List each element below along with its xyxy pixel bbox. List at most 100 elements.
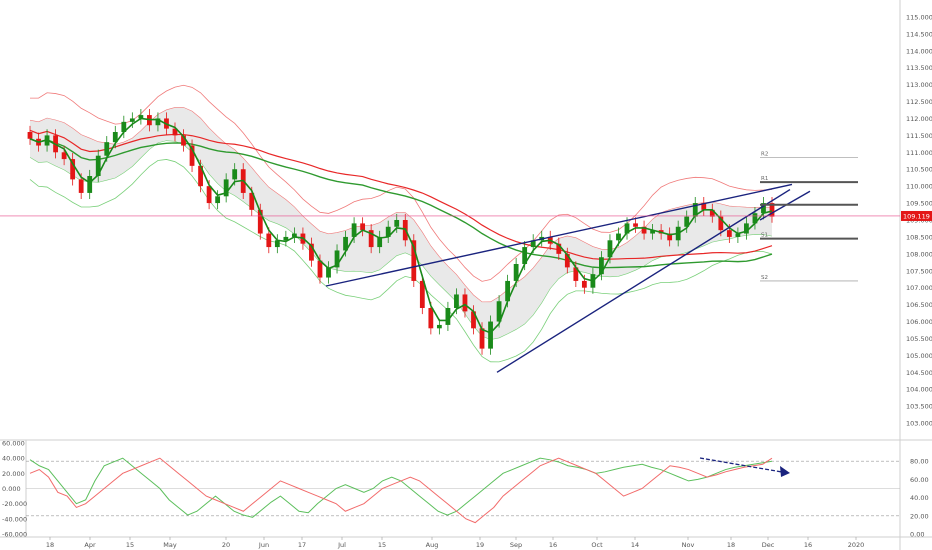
candle-body <box>232 169 238 180</box>
x-tick-label: 14 <box>631 541 639 549</box>
candle-body <box>95 155 101 176</box>
candle-body <box>513 264 519 281</box>
candle-body <box>471 311 476 329</box>
candle-body <box>360 223 366 231</box>
candle-body <box>709 209 715 217</box>
y-tick-label: 105.000 <box>906 352 932 360</box>
x-tick-label: Nov <box>682 541 695 549</box>
candle-body <box>394 220 400 227</box>
candle-body <box>761 203 766 214</box>
candle-body <box>343 236 348 251</box>
candle-body <box>172 128 178 136</box>
y-tick-label: 107.500 <box>906 267 932 275</box>
candle-body <box>530 240 536 248</box>
x-tick-label: 15 <box>378 541 386 549</box>
candle-body <box>181 135 186 146</box>
x-tick-label: 17 <box>298 541 306 549</box>
pivot-level-label: S2 <box>761 275 768 281</box>
candle-body <box>249 192 255 210</box>
candle-body <box>155 118 161 126</box>
x-tick-label: May <box>163 541 177 549</box>
candle-body <box>223 179 229 197</box>
candle-body <box>573 267 579 281</box>
y-tick-label: 103.500 <box>906 403 932 411</box>
candle-body <box>496 301 502 322</box>
candle-body <box>556 243 562 254</box>
osc-left-tick: -20.000 <box>2 500 27 508</box>
x-tick-label: Oct <box>591 541 603 549</box>
candle-body <box>624 223 630 234</box>
y-tick-label: 114.000 <box>906 47 932 55</box>
osc-left-tick: -60.000 <box>2 531 27 539</box>
osc-left-tick: 0.000 <box>2 485 21 493</box>
x-tick-label: 16 <box>549 541 557 549</box>
candle-body <box>78 179 84 193</box>
y-tick-label: 114.500 <box>906 30 932 38</box>
y-tick-label: 113.500 <box>906 64 932 72</box>
osc-left-tick: 60.000 <box>2 440 25 448</box>
x-tick-label: Jun <box>258 541 269 549</box>
y-tick-label: 115.000 <box>906 13 932 21</box>
candle-body <box>505 280 511 302</box>
x-tick-label: 20 <box>222 541 230 549</box>
candle-body <box>121 121 127 132</box>
osc-divergence-arrow <box>699 457 783 473</box>
candle-body <box>368 230 374 248</box>
current-price-label: 109.119 <box>903 212 930 220</box>
candle-body <box>411 240 417 281</box>
x-tick-label: 18 <box>727 541 735 549</box>
candle-body <box>419 280 425 308</box>
lower-inner-band <box>29 140 773 340</box>
slow-ma-line <box>29 138 773 269</box>
candle-body <box>385 226 391 237</box>
y-tick-label: 104.000 <box>906 386 932 394</box>
candle-body <box>70 159 76 180</box>
candle-body <box>718 216 724 231</box>
candle-body <box>266 233 272 248</box>
y-tick-label: 103.000 <box>906 420 932 428</box>
candle-body <box>206 186 212 204</box>
candle-body <box>726 230 732 237</box>
candle-body <box>283 236 289 241</box>
candle-body <box>351 223 357 237</box>
candle-body <box>599 257 604 275</box>
osc-right-tick: 0.00 <box>910 531 924 539</box>
current-price-tag <box>901 210 932 221</box>
osc-series-line <box>29 457 773 518</box>
x-tick-label: Jul <box>337 541 346 549</box>
x-tick-label: 2020 <box>848 541 865 549</box>
candle-body <box>309 243 314 261</box>
candle-body <box>326 267 331 278</box>
candle-body <box>428 308 434 329</box>
candle-body <box>479 328 485 349</box>
y-tick-label: 108.500 <box>906 233 932 241</box>
candle-body <box>667 233 673 241</box>
candle-body <box>291 233 297 237</box>
x-tick-label: Aug <box>426 541 439 549</box>
candle-body <box>752 213 758 224</box>
candle-body <box>274 240 280 248</box>
y-tick-label: 105.500 <box>906 335 932 343</box>
candle-body <box>189 145 195 166</box>
candle-body <box>317 260 323 278</box>
y-tick-label: 104.500 <box>906 369 932 377</box>
pivot-level-label: R1 <box>761 176 768 182</box>
candle-body <box>462 294 468 312</box>
candle-body <box>27 132 33 139</box>
pivot-level-label: R2 <box>761 151 768 157</box>
osc-series-line <box>29 457 773 524</box>
candle-body <box>684 216 690 227</box>
candle-body <box>564 253 570 268</box>
y-tick-label: 109.500 <box>906 200 932 208</box>
candle-body <box>129 118 135 122</box>
candle-body <box>641 226 647 234</box>
osc-right-tick: 20.00 <box>910 512 929 520</box>
candle-body <box>334 250 340 268</box>
candle-body <box>215 196 221 204</box>
candle-body <box>257 209 263 234</box>
candle-body <box>581 280 587 288</box>
candle-body <box>616 233 621 241</box>
y-tick-label: 108.000 <box>906 250 932 258</box>
